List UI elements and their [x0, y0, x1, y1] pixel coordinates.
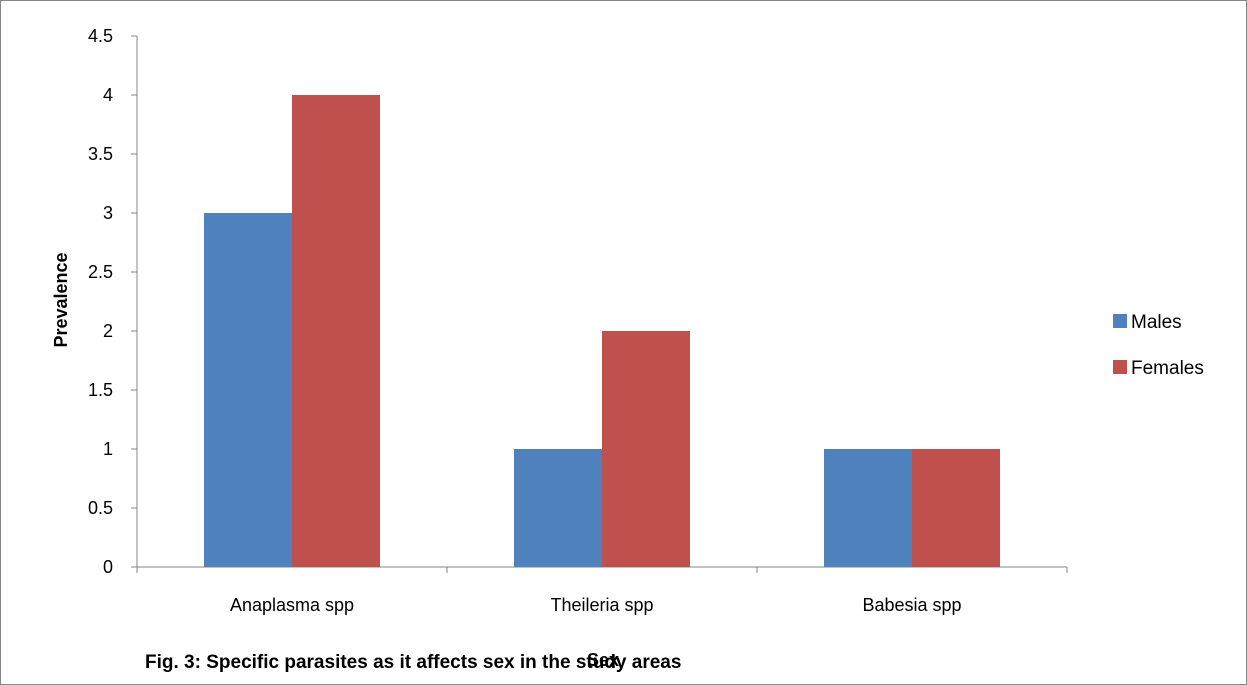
figure-caption: Fig. 3: Specific parasites as it affects… — [145, 652, 682, 673]
y-tick-label: 3.5 — [88, 144, 113, 164]
bar-males-babesia-spp — [824, 449, 912, 567]
bar-females-theileria-spp — [602, 331, 690, 567]
bars — [204, 95, 1000, 567]
bar-males-anaplasma-spp — [204, 213, 292, 567]
x-tick-label: Babesia spp — [862, 595, 961, 615]
y-axis-title: Prevalence — [51, 252, 71, 347]
legend-label: Males — [1131, 312, 1182, 333]
y-tick-label: 2.5 — [88, 262, 113, 282]
bar-females-anaplasma-spp — [292, 95, 380, 567]
y-tick-label: 4 — [103, 85, 113, 105]
y-tick-label: 4.5 — [88, 26, 113, 46]
x-axis: Anaplasma spp Theileria spp Babesia spp — [136, 566, 1068, 615]
x-tick-label: Anaplasma spp — [230, 595, 354, 615]
y-tick-label: 1 — [103, 439, 113, 459]
y-tick-label: 0.5 — [88, 498, 113, 518]
y-tick-label: 1.5 — [88, 380, 113, 400]
y-axis: 0 0.5 1 1.5 2 2.5 3 3.5 4 4.5 — [88, 26, 138, 577]
legend-swatch — [1113, 360, 1127, 374]
y-tick-label: 2 — [103, 321, 113, 341]
x-axis-title: Sex — [587, 650, 619, 670]
legend: Males Females — [1113, 312, 1204, 379]
legend-label: Females — [1131, 358, 1204, 379]
bar-females-babesia-spp — [912, 449, 1000, 567]
x-tick-label: Theileria spp — [550, 595, 653, 615]
y-tick-label: 3 — [103, 203, 113, 223]
y-tick-label: 0 — [103, 557, 113, 577]
bar-males-theileria-spp — [514, 449, 602, 567]
legend-swatch — [1113, 314, 1127, 328]
